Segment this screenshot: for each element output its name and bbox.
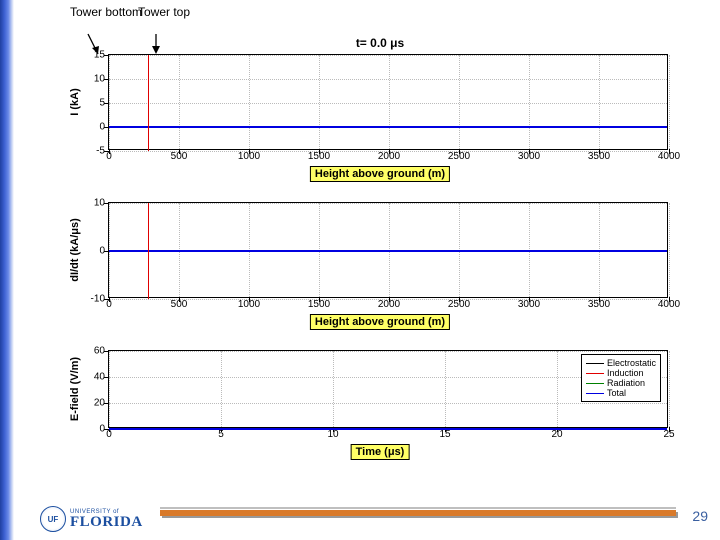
xtick: 3500 [588,297,610,310]
legend-item: Electrostatic [586,358,656,368]
xtick: 2500 [448,149,470,162]
ylabel: I (kA) [69,88,81,116]
subplot-didt: dI/dt (kA/μs)-10010050010001500200025003… [60,202,700,338]
xtick: 3000 [518,297,540,310]
slide: Tower bottom Tower top t= 0.0 μs I (kA)-… [20,0,720,540]
xtick: 500 [171,149,188,162]
data-line [148,203,149,299]
logo-florida: FLORIDA [70,515,143,530]
xtick: 1500 [308,297,330,310]
legend: ElectrostaticInductionRadiationTotal [581,354,661,402]
xtick: 1500 [308,149,330,162]
xtick: 2500 [448,297,470,310]
annot-tower-top: Tower top [138,6,190,19]
xtick: 3500 [588,149,610,162]
ytick: 10 [94,74,109,85]
data-line [109,126,667,128]
subplot-current: t= 0.0 μs I (kA)-50510150500100015002000… [60,54,700,190]
ytick: 10 [94,198,109,209]
ylabel: E-field (V/m) [69,357,81,421]
xlabel-hl-1: Height above ground (m) [310,166,450,182]
data-line [148,55,149,151]
subplot-efield: E-field (V/m)02040600510152025Electrosta… [60,350,700,468]
xtick: 1000 [238,297,260,310]
legend-item: Total [586,388,656,398]
uf-seal-icon: UF [40,506,66,532]
ytick: 60 [94,346,109,357]
xtick: 4000 [658,297,680,310]
uf-logo: UF UNIVERSITY of FLORIDA [40,506,143,532]
legend-item: Induction [586,368,656,378]
side-stripe [0,0,14,540]
xtick: 2000 [378,149,400,162]
xtick: 4000 [658,149,680,162]
uf-logo-text: UNIVERSITY of FLORIDA [70,509,143,530]
annot-tower-bottom: Tower bottom [70,6,142,19]
charts-area: t= 0.0 μs I (kA)-50510150500100015002000… [60,54,700,480]
xlabel-hl-2: Height above ground (m) [310,314,450,330]
ytick: 40 [94,372,109,383]
ytick: 15 [94,50,109,61]
ytick: 20 [94,398,109,409]
footer: UF UNIVERSITY of FLORIDA 29 [40,488,710,534]
xtick: 1000 [238,149,260,162]
ytick: 5 [99,98,109,109]
xtick: 3000 [518,149,540,162]
legend-item: Radiation [586,378,656,388]
plot-efield: E-field (V/m)02040600510152025Electrosta… [108,350,668,428]
xlabel-hl-3: Time (μs) [351,444,410,460]
data-line [109,428,667,430]
plot-current: I (kA)-505101505001000150020002500300035… [108,54,668,150]
ytick: 0 [99,122,109,133]
xtick: 500 [171,297,188,310]
page-number: 29 [692,508,708,524]
xtick: 0 [106,297,112,310]
ytick: 0 [99,246,109,257]
xtick: 2000 [378,297,400,310]
xtick: 0 [106,149,112,162]
data-line [109,250,667,252]
time-title: t= 0.0 μs [60,36,700,50]
footer-bar [160,510,676,516]
plot-didt: dI/dt (kA/μs)-10010050010001500200025003… [108,202,668,298]
ylabel: dI/dt (kA/μs) [69,218,81,282]
